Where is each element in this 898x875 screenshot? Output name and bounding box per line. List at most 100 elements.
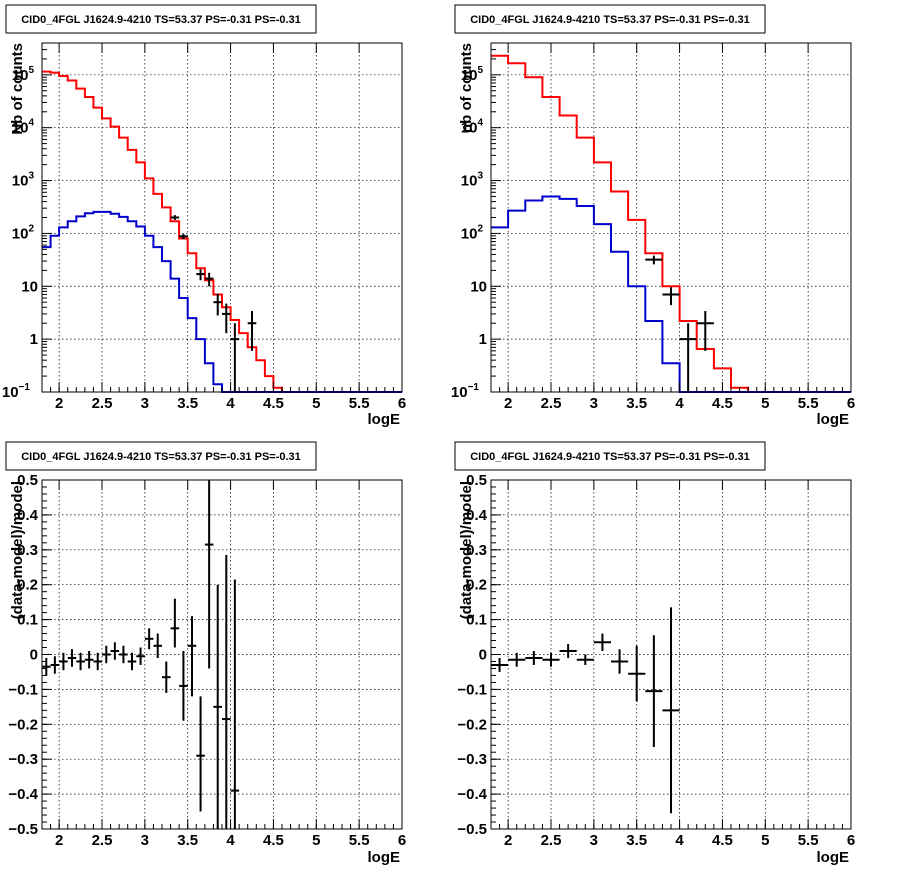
y-axis-title: nb of counts xyxy=(458,43,475,133)
y-tick-labels: −0.5 −0.4 −0.3 −0.2 −0.1 0 0.1 0.2 0.3 0.4 0.5 xyxy=(8,472,52,838)
y-tick-label: −0.2 xyxy=(457,716,487,733)
chart-title-box: CID0_4FGL J1624.9-4210 TS=53.37 PS=-0.31… xyxy=(5,441,317,471)
x-tick-label: 2.5 xyxy=(541,395,562,412)
y-tick-label: −0.5 xyxy=(457,821,487,838)
data-point xyxy=(247,311,257,351)
data-points-group xyxy=(170,215,257,392)
data-point xyxy=(196,696,205,812)
x-tick-label: 5 xyxy=(312,395,320,412)
y-tick-label: −0.5 xyxy=(8,821,38,838)
data-point xyxy=(204,272,214,287)
y-tick-label: 104 xyxy=(461,118,484,137)
x-tick-label: 5.5 xyxy=(798,395,819,412)
x-tick-labels: 2 2.5 3 3.5 4 4.5 5 5.5 6 xyxy=(41,43,406,412)
chart-counts-coarse: CID0_4FGL J1624.9-4210 TS=53.37 PS=-0.31… xyxy=(451,4,855,428)
data-point xyxy=(628,645,646,702)
y-tick-label: 1 xyxy=(479,331,487,348)
x-tick-label: 3 xyxy=(141,832,149,849)
data-point xyxy=(170,598,180,648)
x-axis-title: logE xyxy=(817,411,850,428)
y-tick-label: −0.1 xyxy=(457,681,487,698)
x-tick-label: 4 xyxy=(675,395,684,412)
data-point xyxy=(187,616,197,697)
y-tick-label: 0.1 xyxy=(466,612,487,629)
data-point xyxy=(559,644,577,658)
x-tick-label: 2 xyxy=(504,832,512,849)
data-point xyxy=(213,584,222,829)
y-tick-exponent: 3 xyxy=(477,171,483,182)
x-tick-label: 3.5 xyxy=(626,832,647,849)
data-points-group xyxy=(645,255,714,392)
x-tick-label: 6 xyxy=(398,395,406,412)
y-axis-title: Nb of counts xyxy=(9,43,26,135)
data-point xyxy=(153,633,162,658)
y-tick-base: 10 xyxy=(12,225,29,242)
x-tick-label: 3.5 xyxy=(177,395,198,412)
x-tick-label: 4.5 xyxy=(712,395,733,412)
data-points-group xyxy=(491,607,680,814)
data-point xyxy=(576,654,594,665)
y-tick-label: 10−1 xyxy=(2,382,31,401)
data-point xyxy=(542,652,560,667)
chart-title-box: CID0_4FGL J1624.9-4210 TS=53.37 PS=-0.31… xyxy=(5,4,317,34)
y-tick-exponent: 2 xyxy=(28,223,34,234)
x-tick-label: 3.5 xyxy=(177,832,198,849)
x-tick-label: 6 xyxy=(847,395,855,412)
data-point xyxy=(204,480,214,669)
data-point xyxy=(213,293,222,316)
x-axis-title: logE xyxy=(368,411,401,428)
data-point xyxy=(119,645,128,664)
y-tick-label: 104 xyxy=(12,118,35,137)
data-point xyxy=(162,661,171,693)
chart-title: CID0_4FGL J1624.9-4210 TS=53.37 PS=-0.31… xyxy=(470,14,750,26)
data-point xyxy=(679,323,697,392)
y-tick-exponent: −1 xyxy=(468,382,480,393)
x-tick-labels: 2 2.5 3 3.5 4 4.5 5 5.5 6 xyxy=(490,480,855,849)
x-tick-label: 5.5 xyxy=(349,832,370,849)
data-point xyxy=(170,215,180,220)
y-tick-label: 0.4 xyxy=(17,507,39,524)
y-tick-label: 0 xyxy=(30,647,38,664)
data-point xyxy=(196,269,205,281)
grid-lines xyxy=(491,43,852,393)
data-point xyxy=(525,651,543,665)
y-tick-base: 10 xyxy=(451,384,468,401)
data-point xyxy=(230,579,240,829)
y-tick-exponent: −1 xyxy=(19,382,31,393)
grid-lines xyxy=(42,43,403,393)
y-tick-label: 10 xyxy=(21,278,38,295)
y-tick-exponent: 4 xyxy=(477,118,483,129)
series-group xyxy=(42,70,402,393)
y-tick-label: 1 xyxy=(30,331,38,348)
y-tick-label: −0.3 xyxy=(8,751,38,768)
data-point xyxy=(84,651,94,669)
y-tick-label: 105 xyxy=(12,65,35,84)
data-point xyxy=(59,652,68,671)
data-point xyxy=(230,323,240,392)
y-tick-label: 0.5 xyxy=(466,472,487,489)
y-tick-exponent: 2 xyxy=(477,223,483,234)
x-tick-label: 2 xyxy=(55,395,63,412)
data-point xyxy=(67,649,77,667)
chart-counts-fine: CID0_4FGL J1624.9-4210 TS=53.37 PS=-0.31… xyxy=(2,4,406,428)
y-tick-label: −0.2 xyxy=(8,716,38,733)
y-tick-label: 0.4 xyxy=(466,507,488,524)
series-line-total-model xyxy=(491,54,851,393)
x-tick-label: 2 xyxy=(55,832,63,849)
y-tick-label: −0.1 xyxy=(8,681,38,698)
x-tick-label: 5.5 xyxy=(798,832,819,849)
x-tick-label: 4 xyxy=(226,395,235,412)
x-tick-label: 2.5 xyxy=(541,832,562,849)
y-tick-base: 10 xyxy=(461,225,478,242)
y-tick-label: 10 xyxy=(470,278,487,295)
series-line-total-model xyxy=(42,70,402,393)
y-tick-label: −0.3 xyxy=(457,751,487,768)
y-tick-label: 102 xyxy=(461,223,484,242)
data-point xyxy=(179,233,188,240)
y-tick-label: 105 xyxy=(461,65,484,84)
chart-residual-fine: CID0_4FGL J1624.9-4210 TS=53.37 PS=-0.31… xyxy=(5,441,406,866)
data-point xyxy=(611,649,629,674)
chart-title: CID0_4FGL J1624.9-4210 TS=53.37 PS=-0.31… xyxy=(470,451,750,463)
y-tick-base: 10 xyxy=(12,173,29,190)
x-axis-title: logE xyxy=(817,849,850,866)
